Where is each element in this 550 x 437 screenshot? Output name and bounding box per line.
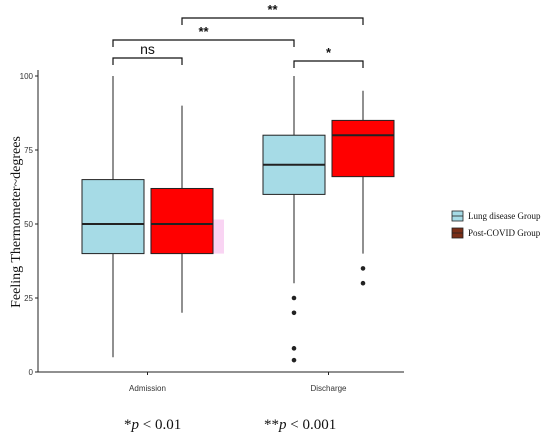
bracket-label: ** xyxy=(267,2,278,17)
bracket-label: * xyxy=(326,45,332,60)
significance-brackets: **ns*** xyxy=(112,2,364,68)
bracket-label: ** xyxy=(198,24,209,39)
footnote-p001: *p < 0.01 xyxy=(124,417,181,433)
box-iqr xyxy=(150,187,214,255)
bracket-line xyxy=(112,39,295,47)
footnote-p0001-stars: ** xyxy=(264,417,279,433)
box-discharge-lung xyxy=(262,76,326,363)
x-tick-label: Admission xyxy=(129,384,166,393)
outlier-point xyxy=(291,310,297,316)
legend: Lung disease Group Post-COVID Group xyxy=(451,210,541,239)
footnote-p001-p: p xyxy=(131,417,140,433)
outlier-point xyxy=(291,357,297,363)
x-tick-label: Discharge xyxy=(310,384,347,393)
bracket-line xyxy=(181,17,364,25)
bracket-line xyxy=(293,60,364,68)
footnote-p0001-p: p xyxy=(278,417,287,433)
box-admission-lung xyxy=(81,76,145,358)
bracket-admission-lung-vs-discharge-covid: ** xyxy=(181,2,364,25)
outlier-point xyxy=(291,295,297,301)
y-tick-label: 75 xyxy=(24,146,33,155)
bracket-line xyxy=(112,57,183,65)
y-ticks: 0 25 50 75 100 xyxy=(20,72,38,377)
y-tick-label: 25 xyxy=(24,294,33,303)
legend-label-lung: Lung disease Group xyxy=(468,211,541,221)
y-tick-label: 0 xyxy=(29,368,34,377)
box-iqr xyxy=(331,119,395,178)
footnote-p0001-rest: < 0.001 xyxy=(287,417,337,433)
outlier-point xyxy=(360,280,366,286)
box-admission-covid xyxy=(150,105,214,313)
y-tick-label: 50 xyxy=(24,220,33,229)
legend-label-covid: Post-COVID Group xyxy=(468,228,541,238)
bracket-lung-admission-vs-discharge: ** xyxy=(112,24,295,47)
outlier-point xyxy=(360,266,366,271)
boxes xyxy=(81,76,395,363)
footnote-p001-stars: * xyxy=(124,417,132,433)
y-axis-label: Feeling Thermometer~degrees xyxy=(9,136,24,308)
box-iqr xyxy=(81,179,145,255)
footnote-p001-rest: < 0.01 xyxy=(139,417,181,433)
bracket-discharge-groups: * xyxy=(293,45,364,68)
x-ticks: Admission Discharge xyxy=(129,372,347,393)
bracket-label: ns xyxy=(140,41,155,57)
bracket-admission-ns: ns xyxy=(112,41,183,65)
outlier-point xyxy=(291,346,297,351)
footnote-p0001: **p < 0.001 xyxy=(264,417,336,433)
box-discharge-covid xyxy=(331,90,395,286)
y-tick-label: 100 xyxy=(20,72,34,81)
